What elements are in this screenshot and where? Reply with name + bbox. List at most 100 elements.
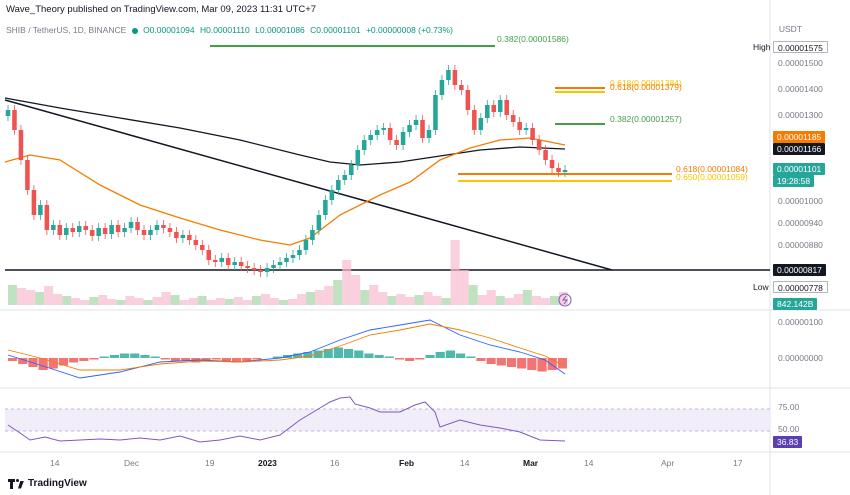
macd-bar (120, 353, 130, 358)
xtick: Feb (399, 458, 415, 468)
xtick: 14 (460, 458, 470, 468)
candle-body (316, 215, 322, 230)
macd-bar (79, 358, 89, 361)
candle-body (491, 105, 497, 112)
volume-bar (80, 300, 90, 305)
xtick: 19 (205, 458, 215, 468)
candle-body (290, 255, 296, 258)
macd-bar (344, 349, 354, 358)
volume-bar (278, 300, 288, 305)
volume-bar (17, 288, 27, 305)
price-tick: 0.00000940 (778, 218, 823, 228)
macd-bar (537, 358, 547, 372)
low-value-tag: 0.00000778 (773, 281, 828, 293)
candle-body (426, 130, 432, 138)
xtick: Mar (523, 458, 539, 468)
volume-bar (486, 290, 496, 305)
volume-bar (215, 298, 225, 305)
candle-body (336, 180, 341, 190)
trend-line (4, 99, 613, 271)
macd-bar (354, 350, 364, 358)
ohlc-close: C0.00001101 (310, 25, 361, 35)
macd-bar (303, 352, 313, 358)
macd-bar (170, 358, 181, 361)
macd-bar (456, 353, 466, 358)
price-tick: 0.00001400 (778, 84, 823, 94)
xtick: 14 (50, 458, 60, 468)
candle-body (167, 228, 173, 232)
symbol-name[interactable]: SHIB / TetherUS, 1D, BINANCE (6, 25, 127, 35)
volume-bar (513, 294, 523, 305)
candle-body (148, 230, 153, 235)
candle-body (238, 262, 244, 266)
candle-body (64, 228, 69, 235)
candle-body (562, 170, 568, 172)
candle-body (245, 266, 250, 268)
candle-body (284, 258, 289, 262)
candle-body (549, 160, 555, 168)
macd-bar (48, 358, 58, 369)
macd-bar (323, 349, 333, 358)
fib-top-label: 0.382(0.00001586) (497, 34, 569, 44)
macd-bar (486, 358, 496, 364)
candle-body (225, 258, 231, 265)
price-tick: 0.00000880 (778, 240, 823, 250)
candle-body (530, 128, 535, 140)
macd-bar (232, 358, 242, 363)
candle-body (329, 190, 335, 200)
rsi-band (5, 409, 770, 431)
candle-body (355, 150, 361, 165)
volume-bar (333, 280, 343, 305)
candle-body (200, 245, 205, 250)
volume-bar (450, 240, 460, 305)
ohlc-high: H0.00001110 (199, 25, 250, 35)
candle-body (154, 225, 160, 230)
macd-bar (242, 358, 252, 361)
candle-body (439, 80, 445, 95)
candle-body (206, 250, 212, 260)
macd-bar (374, 355, 384, 358)
volume-bar (134, 298, 144, 305)
candle-body (446, 70, 451, 80)
volume-bar (170, 295, 180, 305)
macd-bar (425, 355, 435, 358)
candle-body (76, 226, 82, 232)
macd-bar (109, 355, 119, 358)
candle-body (381, 128, 386, 130)
macd-bar (405, 358, 415, 361)
volume-bar (306, 292, 316, 305)
candle-body (193, 240, 199, 245)
volume-bar (540, 298, 550, 305)
volume-bar (89, 297, 99, 305)
candle-body (89, 230, 95, 236)
candle-body (536, 140, 542, 150)
xtick: Apr (661, 458, 675, 468)
ohlc-change: +0.00000008 (+0.73%) (365, 25, 453, 35)
tradingview-brand[interactable]: TradingView (8, 478, 87, 489)
macd-bar (384, 356, 394, 358)
macd-bar (160, 358, 170, 360)
volume-bar (179, 300, 189, 305)
high-value-tag: 0.00001575 (773, 41, 828, 53)
candle-body (57, 225, 63, 235)
macd-bar (150, 356, 160, 358)
market-status-icon (131, 27, 138, 34)
candle-body (38, 205, 43, 215)
candle-body (310, 230, 315, 240)
candle-body (523, 128, 529, 130)
candle-body (135, 222, 140, 230)
macd-bar (517, 358, 527, 369)
currency-label: USDT (778, 24, 802, 34)
xtick: 17 (733, 458, 743, 468)
volume-bar (396, 294, 406, 305)
candle-body (96, 228, 101, 236)
candle-body (12, 110, 17, 130)
symbol-legend: SHIB / TetherUS, 1D, BINANCE O0.00001094… (6, 25, 456, 35)
macd-bar (293, 353, 303, 358)
xtick: 2023 (258, 458, 277, 468)
macd-bar (557, 358, 567, 369)
candle-body (161, 225, 166, 228)
volume-bar (269, 298, 279, 305)
candle-body (387, 128, 393, 140)
